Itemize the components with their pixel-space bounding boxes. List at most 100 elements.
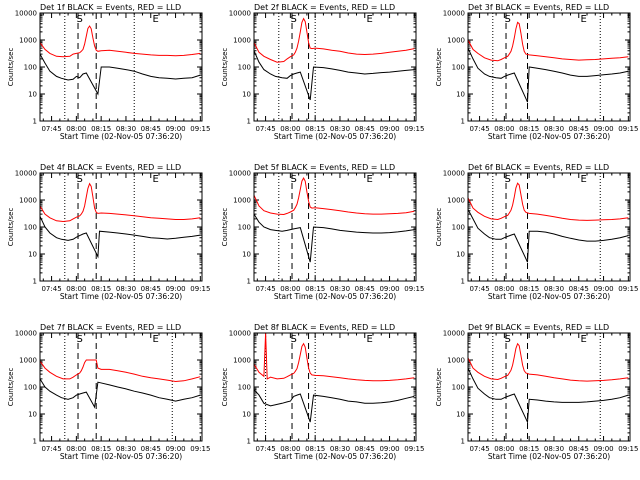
plot-frame xyxy=(253,172,417,282)
lld-series-line xyxy=(254,177,415,216)
y-tick-label: 100 xyxy=(238,64,251,72)
marker-s-label: S xyxy=(290,14,296,25)
x-tick-label: 08:30 xyxy=(330,445,350,453)
x-tick-label: 08:00 xyxy=(66,445,86,453)
x-tick-label: 08:45 xyxy=(569,125,589,133)
det-4f-panel: Det 4f BLACK = Events, RED = LLD 1 10 100 10… xyxy=(7,163,210,301)
x-axis-label: Start Time (02-Nov-05 07:36:20) xyxy=(274,452,396,461)
y-axis-label: Counts/sec xyxy=(435,48,443,87)
x-axis-label: Start Time (02-Nov-05 07:36:20) xyxy=(60,132,182,141)
y-tick-label: 10 xyxy=(456,411,465,419)
y-axis-label: Counts/sec xyxy=(221,208,229,247)
det-7f-panel: Det 7f BLACK = Events, RED = LLD 1 10 100 10… xyxy=(7,323,210,461)
x-tick-label: 08:15 xyxy=(305,445,325,453)
x-tick-label: 09:00 xyxy=(165,445,185,453)
x-tick-label: 07:45 xyxy=(255,445,275,453)
x-tick-label: 08:45 xyxy=(355,445,375,453)
x-axis-label: Start Time (02-Nov-05 07:36:20) xyxy=(488,292,610,301)
events-series-line xyxy=(254,50,415,101)
x-tick-label: 08:00 xyxy=(280,125,300,133)
panel-title: Det 1f BLACK = Events, RED = LLD xyxy=(40,3,181,12)
marker-e-label: E xyxy=(367,174,373,185)
x-tick-label: 08:15 xyxy=(519,285,539,293)
x-tick-label: 09:15 xyxy=(618,125,638,133)
x-tick-label: 08:30 xyxy=(330,125,350,133)
x-tick-label: 08:45 xyxy=(141,445,161,453)
y-axis-label: Counts/sec xyxy=(7,48,15,87)
panel-title: Det 9f BLACK = Events, RED = LLD xyxy=(468,323,609,332)
x-tick-label: 08:30 xyxy=(116,125,136,133)
y-tick-label: 1 xyxy=(461,438,465,446)
marker-e-label: E xyxy=(367,334,373,345)
y-tick-label: 1000 xyxy=(233,37,251,45)
x-axis-label: Start Time (02-Nov-05 07:36:20) xyxy=(60,452,182,461)
y-tick-label: 1000 xyxy=(19,197,37,205)
x-tick-label: 09:15 xyxy=(190,445,210,453)
y-tick-label: 1 xyxy=(247,118,251,126)
x-tick-label: 09:15 xyxy=(190,125,210,133)
x-tick-label: 07:45 xyxy=(255,285,275,293)
x-tick-label: 08:00 xyxy=(494,445,514,453)
y-tick-label: 10 xyxy=(456,251,465,259)
y-tick-label: 1 xyxy=(247,278,251,286)
lld-series-line xyxy=(468,342,629,382)
x-tick-label: 08:30 xyxy=(330,285,350,293)
panel-title: Det 5f BLACK = Events, RED = LLD xyxy=(254,163,395,172)
marker-s-label: S xyxy=(76,14,82,25)
y-tick-label: 1 xyxy=(33,278,37,286)
y-axis-label: Counts/sec xyxy=(435,208,443,247)
y-tick-label: 10 xyxy=(28,251,37,259)
x-tick-label: 08:30 xyxy=(544,285,564,293)
x-tick-label: 08:45 xyxy=(569,445,589,453)
lld-series-line xyxy=(254,333,415,382)
y-tick-label: 100 xyxy=(452,224,465,232)
x-tick-label: 08:15 xyxy=(305,285,325,293)
marker-e-label: E xyxy=(367,14,373,25)
y-tick-label: 10000 xyxy=(229,10,251,18)
marker-e-label: E xyxy=(153,14,159,25)
y-tick-label: 100 xyxy=(24,64,37,72)
plot-frame xyxy=(39,12,203,122)
det-8f-panel: Det 8f BLACK = Events, RED = LLD 1 10 100 10… xyxy=(221,323,424,461)
x-axis-label: Start Time (02-Nov-05 07:36:20) xyxy=(488,132,610,141)
x-tick-label: 08:15 xyxy=(91,125,111,133)
x-axis-label: Start Time (02-Nov-05 07:36:20) xyxy=(274,132,396,141)
marker-e-label: E xyxy=(581,174,587,185)
x-tick-label: 08:15 xyxy=(519,445,539,453)
panel-title: Det 4f BLACK = Events, RED = LLD xyxy=(40,163,181,172)
panel-title: Det 7f BLACK = Events, RED = LLD xyxy=(40,323,181,332)
x-tick-label: 09:15 xyxy=(618,285,638,293)
x-tick-label: 08:45 xyxy=(569,285,589,293)
y-tick-label: 100 xyxy=(238,224,251,232)
marker-s-label: S xyxy=(504,174,510,185)
marker-e-label: E xyxy=(581,334,587,345)
events-series-line xyxy=(40,53,201,96)
x-tick-label: 09:15 xyxy=(404,285,424,293)
marker-e-label: E xyxy=(581,14,587,25)
det-5f-panel: Det 5f BLACK = Events, RED = LLD 1 10 100 10… xyxy=(221,163,424,301)
plot-frame xyxy=(39,172,203,282)
x-tick-label: 08:15 xyxy=(91,445,111,453)
y-tick-label: 100 xyxy=(238,384,251,392)
y-axis-label: Counts/sec xyxy=(221,48,229,87)
y-tick-label: 1 xyxy=(461,278,465,286)
x-tick-label: 08:30 xyxy=(116,285,136,293)
y-tick-label: 1000 xyxy=(19,37,37,45)
panel-title: Det 2f BLACK = Events, RED = LLD xyxy=(254,3,395,12)
y-tick-label: 1000 xyxy=(233,197,251,205)
x-tick-label: 08:00 xyxy=(66,125,86,133)
x-axis-label: Start Time (02-Nov-05 07:36:20) xyxy=(274,292,396,301)
plot-frame xyxy=(467,12,631,122)
x-tick-label: 07:45 xyxy=(41,285,61,293)
x-tick-label: 09:15 xyxy=(404,445,424,453)
lld-series-line xyxy=(254,17,415,63)
x-tick-label: 09:15 xyxy=(618,445,638,453)
x-tick-label: 08:15 xyxy=(305,125,325,133)
y-tick-label: 10000 xyxy=(229,170,251,178)
x-tick-label: 09:15 xyxy=(190,285,210,293)
x-tick-label: 08:00 xyxy=(280,445,300,453)
panel-title: Det 3f BLACK = Events, RED = LLD xyxy=(468,3,609,12)
x-tick-label: 08:15 xyxy=(519,125,539,133)
x-tick-label: 09:00 xyxy=(593,285,613,293)
